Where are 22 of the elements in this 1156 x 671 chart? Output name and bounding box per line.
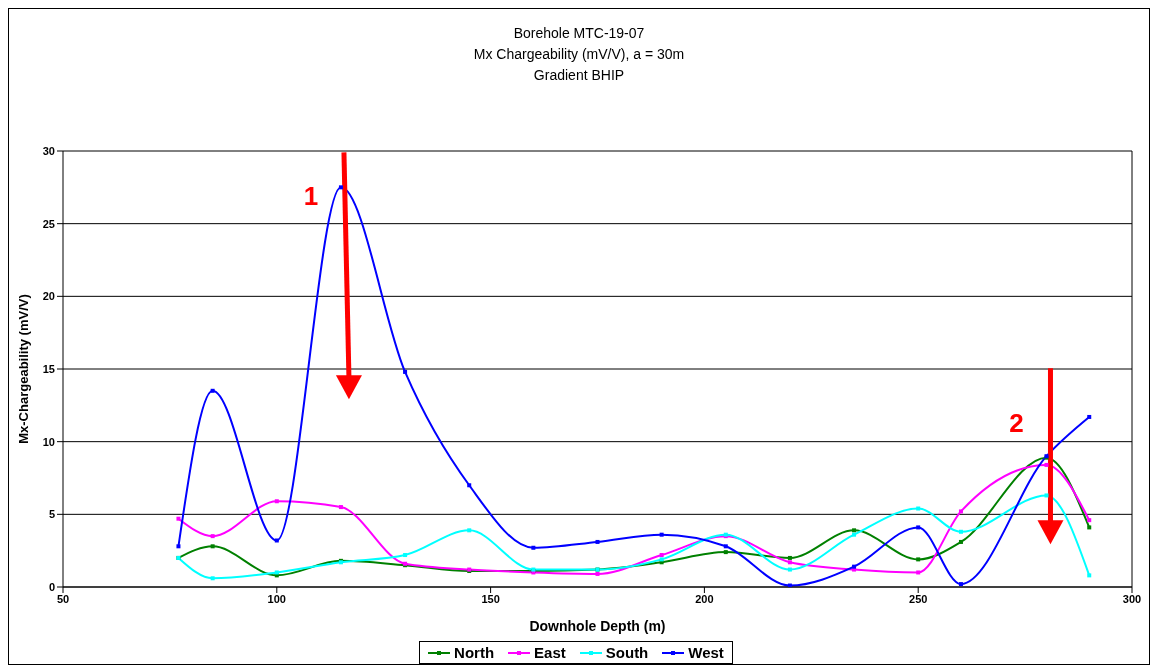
y-tick-label: 5: [48, 508, 55, 521]
legend-label: North: [453, 644, 495, 661]
legend-label: South: [604, 644, 649, 661]
y-tick-label: 25: [42, 217, 55, 230]
y-tick-label: 10: [42, 435, 55, 448]
legend-label: West: [687, 644, 724, 661]
x-tick-label: 150: [481, 592, 500, 605]
annotation: 1: [303, 181, 319, 212]
x-axis-title: Downhole Depth (m): [529, 618, 666, 634]
y-tick-label: 15: [42, 362, 55, 375]
y-tick-label: 0: [48, 580, 55, 593]
x-tick-label: 300: [1122, 592, 1142, 605]
y-axis-title: Mx-Chargeability (mV/V): [15, 294, 31, 444]
x-tick-label: 200: [695, 592, 714, 605]
x-tick-label: 250: [909, 592, 928, 605]
y-tick-label: 20: [42, 290, 55, 303]
y-tick-label: 30: [42, 144, 55, 157]
x-tick-label: 50: [56, 592, 70, 605]
chart-title: Borehole MTC-19-07 Mx Chargeability (mV/V), a = 30m Gradient BHIP: [472, 24, 686, 85]
legend-label: East: [533, 644, 566, 661]
x-tick-label: 100: [267, 592, 286, 605]
annotation: 2: [1009, 408, 1024, 439]
